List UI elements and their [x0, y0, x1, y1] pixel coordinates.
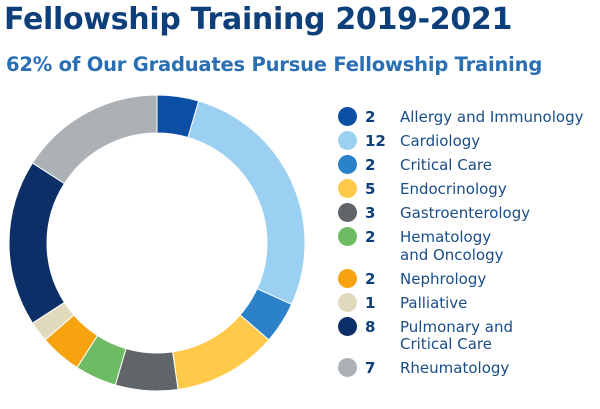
- legend-swatch: [338, 292, 357, 312]
- legend-label: Endocrinology: [400, 180, 507, 198]
- legend-swatch: [338, 107, 357, 126]
- legend-swatch: [338, 203, 357, 222]
- legend-count: 2: [365, 269, 376, 288]
- legend-label: Pulmonary and: [400, 317, 513, 336]
- slice-gastroenterology: [114, 347, 179, 392]
- legend-count: 7: [365, 359, 376, 377]
- slice-rheumatology: [31, 94, 158, 185]
- legend-label: Nephrology: [400, 269, 487, 288]
- legend-swatch: [338, 358, 357, 377]
- legend-swatch: [338, 155, 357, 174]
- legend-count: 2: [365, 156, 376, 174]
- legend-count: 12: [365, 132, 386, 150]
- legend-swatch: [338, 227, 357, 246]
- legend-label: Critical Care: [400, 335, 492, 353]
- slice-cardiology: [187, 100, 306, 306]
- legend-count: 5: [365, 180, 376, 198]
- legend-swatch: [338, 179, 357, 198]
- legend-label: Cardiology: [400, 132, 481, 150]
- legend-label: Hematology: [400, 228, 492, 246]
- chart-title: Fellowship Training 2019-2021: [4, 2, 513, 37]
- legend-label: Allergy and Immunology: [400, 108, 584, 126]
- legend-count: 1: [365, 293, 376, 312]
- legend-label: Critical Care: [400, 156, 492, 174]
- legend-label: Gastroenterology: [400, 204, 531, 222]
- legend-label: Palliative: [400, 293, 468, 312]
- legend-count: 3: [365, 204, 376, 222]
- legend-label: and Oncology: [400, 245, 504, 264]
- slice-pulmonary-and-critical-care: [8, 162, 66, 324]
- legend-count: 2: [365, 228, 376, 246]
- legend-swatch: [338, 268, 357, 288]
- legend-swatch: [338, 316, 357, 336]
- legend-swatch: [338, 131, 357, 150]
- legend-label: Rheumatology: [400, 359, 510, 377]
- legend-count: 2: [365, 108, 376, 126]
- legend-count: 8: [365, 317, 376, 336]
- chart-subtitle: 62% of Our Graduates Pursue Fellowship T…: [6, 53, 543, 76]
